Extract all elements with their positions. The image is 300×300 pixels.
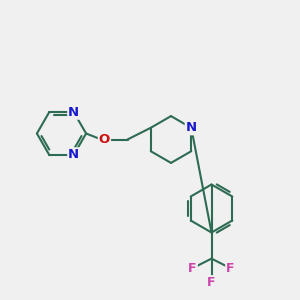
Text: F: F: [188, 262, 197, 275]
Text: F: F: [207, 276, 216, 289]
Text: F: F: [226, 262, 235, 275]
Text: N: N: [68, 106, 80, 119]
Text: N: N: [68, 148, 80, 161]
Text: O: O: [99, 133, 110, 146]
Text: N: N: [186, 121, 197, 134]
